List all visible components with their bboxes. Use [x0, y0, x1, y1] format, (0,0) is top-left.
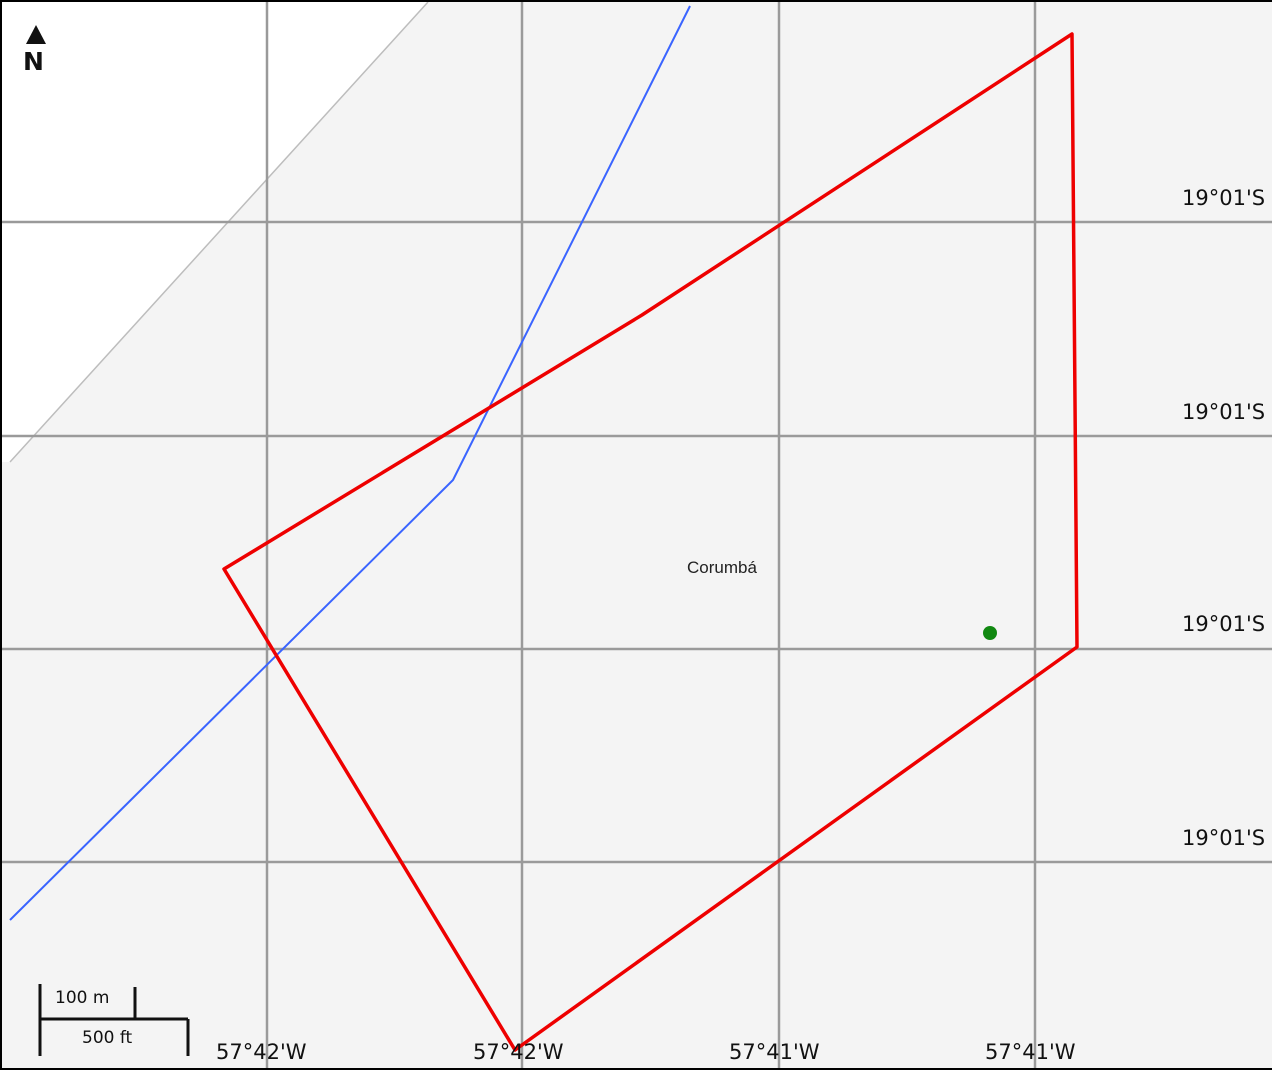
latitude-label: 19°01'S	[1182, 826, 1266, 850]
outside-area	[2, 2, 428, 462]
blue-route-line[interactable]	[9, 5, 691, 921]
area-boundary-polygon[interactable]	[222, 32, 1079, 1052]
place-label-corumba[interactable]: Corumbá	[687, 558, 757, 577]
scale-metric-label: 100 m	[55, 988, 110, 1008]
latitude-label: 19°01'S	[1182, 400, 1266, 424]
longitude-label: 57°41'W	[985, 1040, 1076, 1064]
north-label: N	[23, 47, 44, 76]
scale-imperial-label: 500 ft	[82, 1028, 133, 1048]
longitude-label: 57°41'W	[729, 1040, 820, 1064]
north-arrow-icon	[26, 25, 46, 44]
longitude-label: 57°42'W	[216, 1040, 307, 1064]
location-marker[interactable]	[983, 626, 997, 640]
longitude-label: 57°42'W	[473, 1040, 564, 1064]
boundary-line	[9, 2, 429, 463]
latitude-label: 19°01'S	[1182, 612, 1266, 636]
latitude-label: 19°01'S	[1182, 186, 1266, 210]
scale-bar	[38, 984, 190, 1056]
